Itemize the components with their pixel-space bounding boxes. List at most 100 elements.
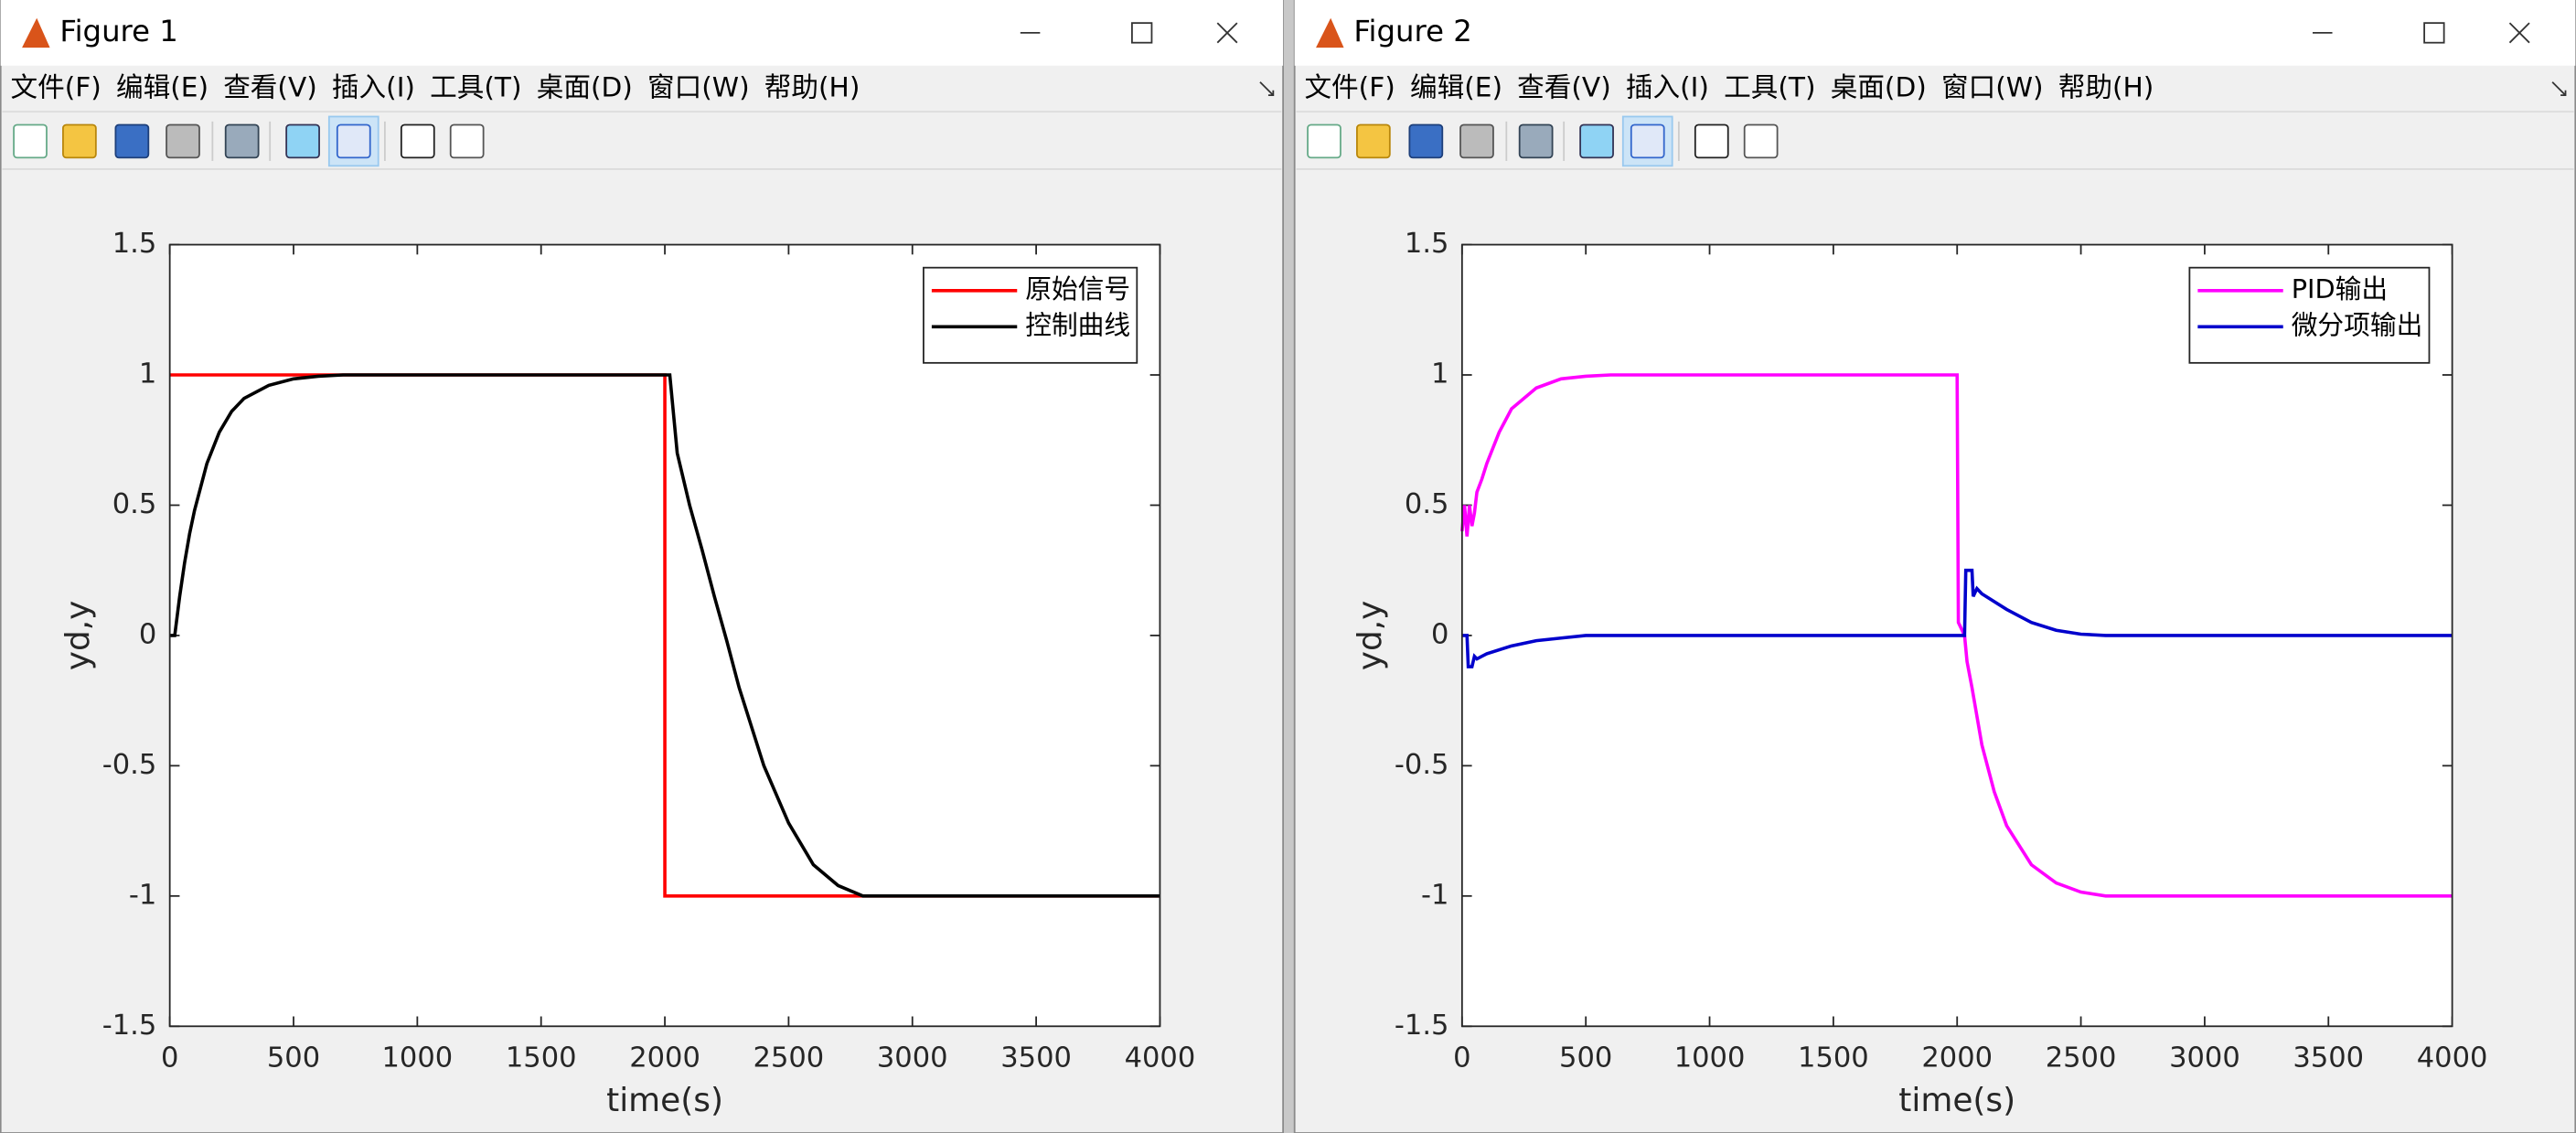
x-tick-label: 2000 bbox=[1921, 1042, 1993, 1074]
menu-item[interactable]: 窗口(W) bbox=[647, 71, 750, 102]
toolbar-button[interactable] bbox=[1630, 123, 1665, 159]
x-axis-label: time(s) bbox=[606, 1082, 723, 1119]
menu-dock-arrow[interactable] bbox=[2551, 81, 2567, 97]
legend-label: PID输出 bbox=[2292, 273, 2388, 305]
app-icon bbox=[1316, 17, 1344, 48]
menu-item[interactable]: 插入(I) bbox=[1626, 71, 1709, 102]
series-line bbox=[1460, 373, 2453, 898]
y-tick-label: 1.5 bbox=[1405, 228, 1449, 260]
toolbar-button[interactable] bbox=[285, 123, 320, 159]
x-tick-label: 1500 bbox=[506, 1042, 577, 1074]
x-tick-label: 1500 bbox=[1798, 1042, 1869, 1074]
y-tick-label: -1.5 bbox=[102, 1010, 157, 1042]
y-tick-label: 1.5 bbox=[112, 228, 157, 260]
x-tick-label: 2000 bbox=[629, 1042, 700, 1074]
legend-box bbox=[2188, 266, 2431, 364]
toolbar-button[interactable] bbox=[1518, 123, 1554, 159]
toolbar-button[interactable] bbox=[1579, 123, 1614, 159]
x-axis-label: time(s) bbox=[1898, 1082, 2015, 1119]
toolbar-button[interactable] bbox=[400, 123, 435, 159]
toolbar-button[interactable] bbox=[1408, 123, 1444, 159]
y-axis-label: yd,y bbox=[1352, 601, 1389, 671]
menu-item[interactable]: 查看(V) bbox=[223, 71, 317, 102]
toolbar-button[interactable] bbox=[62, 123, 97, 159]
x-tick-label: 4000 bbox=[1125, 1042, 1196, 1074]
toolbar-button[interactable] bbox=[166, 123, 200, 159]
series-line bbox=[1461, 568, 2453, 668]
menu-item[interactable]: 帮助(H) bbox=[2058, 71, 2154, 102]
menu-item[interactable]: 桌面(D) bbox=[1831, 71, 1927, 102]
y-axis-label: yd,y bbox=[59, 601, 97, 671]
x-tick-label: 500 bbox=[1559, 1042, 1612, 1074]
y-tick-label: 0.5 bbox=[112, 488, 157, 520]
x-tick-label: 4000 bbox=[2417, 1042, 2488, 1074]
window-title: Figure 1 bbox=[59, 14, 178, 48]
menu-item[interactable]: 文件(F) bbox=[1304, 71, 1395, 102]
app-icon bbox=[22, 17, 50, 48]
menu-item[interactable]: 编辑(E) bbox=[1410, 71, 1502, 102]
legend-box bbox=[923, 266, 1138, 364]
title-bar bbox=[1294, 0, 2576, 66]
close-button[interactable] bbox=[1216, 22, 1238, 44]
close-button[interactable] bbox=[2508, 22, 2530, 44]
toolbar-button[interactable] bbox=[1307, 123, 1341, 159]
legend-label: 原始信号 bbox=[1025, 273, 1130, 305]
toolbar-button[interactable] bbox=[224, 123, 260, 159]
toolbar-button[interactable] bbox=[1459, 123, 1494, 159]
x-tick-label: 3500 bbox=[1000, 1042, 1072, 1074]
menu-item[interactable]: 文件(F) bbox=[10, 71, 101, 102]
x-tick-label: 2500 bbox=[754, 1042, 825, 1074]
toolbar-button[interactable] bbox=[13, 123, 48, 159]
y-tick-label: -0.5 bbox=[1395, 749, 1449, 781]
x-tick-label: 3000 bbox=[877, 1042, 948, 1074]
x-tick-label: 0 bbox=[1453, 1042, 1470, 1074]
maximize-button[interactable] bbox=[1131, 22, 1153, 44]
menu-item[interactable]: 桌面(D) bbox=[537, 71, 633, 102]
menu-dock-arrow[interactable] bbox=[1259, 81, 1275, 97]
axes-box bbox=[168, 243, 1161, 1028]
toolbar-button[interactable] bbox=[1356, 123, 1391, 159]
x-tick-label: 1000 bbox=[1674, 1042, 1746, 1074]
menu-bar bbox=[1296, 65, 2574, 112]
menu-bar bbox=[2, 65, 1282, 112]
toolbar-button[interactable] bbox=[1694, 123, 1729, 159]
legend-label: 微分项输出 bbox=[2292, 309, 2423, 340]
menu-item[interactable]: 窗口(W) bbox=[1941, 71, 2044, 102]
y-tick-label: 0 bbox=[139, 618, 156, 650]
series-line bbox=[169, 373, 1160, 898]
x-tick-label: 3000 bbox=[2169, 1042, 2240, 1074]
y-tick-label: -1 bbox=[1421, 879, 1448, 911]
y-tick-label: 0 bbox=[1431, 618, 1448, 650]
menu-item[interactable]: 工具(T) bbox=[430, 71, 521, 102]
toolbar-button[interactable] bbox=[114, 123, 150, 159]
y-tick-label: -1.5 bbox=[1395, 1010, 1449, 1042]
axes: 0 500 1000 1500 2000 2500 3000 3500 4000 -1.5 -1 -0… bbox=[1352, 228, 2487, 1119]
menu-item[interactable]: 插入(I) bbox=[332, 71, 415, 102]
menu-item[interactable]: 帮助(H) bbox=[764, 71, 860, 102]
x-tick-label: 0 bbox=[161, 1042, 178, 1074]
toolbar-button[interactable] bbox=[449, 123, 485, 159]
x-tick-label: 500 bbox=[267, 1042, 320, 1074]
maximize-button[interactable] bbox=[2423, 22, 2445, 44]
axes-box bbox=[1460, 243, 2453, 1028]
toolbar-button[interactable] bbox=[336, 123, 371, 159]
y-tick-label: -1 bbox=[129, 879, 156, 911]
title-bar bbox=[0, 0, 1284, 66]
y-tick-label: 1 bbox=[1431, 358, 1448, 390]
menu-item[interactable]: 查看(V) bbox=[1517, 71, 1611, 102]
menu-item[interactable]: 工具(T) bbox=[1724, 71, 1815, 102]
menu-item[interactable]: 编辑(E) bbox=[116, 71, 208, 102]
y-tick-label: 1 bbox=[139, 358, 156, 390]
y-tick-label: 0.5 bbox=[1405, 488, 1449, 520]
x-tick-label: 1000 bbox=[382, 1042, 454, 1074]
axes: 0 500 1000 1500 2000 2500 3000 3500 4000 -1.5 -1 -0… bbox=[59, 228, 1195, 1119]
toolbar-button[interactable] bbox=[1743, 123, 1779, 159]
legend-label: 控制曲线 bbox=[1025, 309, 1130, 340]
x-tick-label: 2500 bbox=[2046, 1042, 2117, 1074]
x-tick-label: 3500 bbox=[2293, 1042, 2364, 1074]
window-title: Figure 2 bbox=[1353, 14, 1472, 48]
